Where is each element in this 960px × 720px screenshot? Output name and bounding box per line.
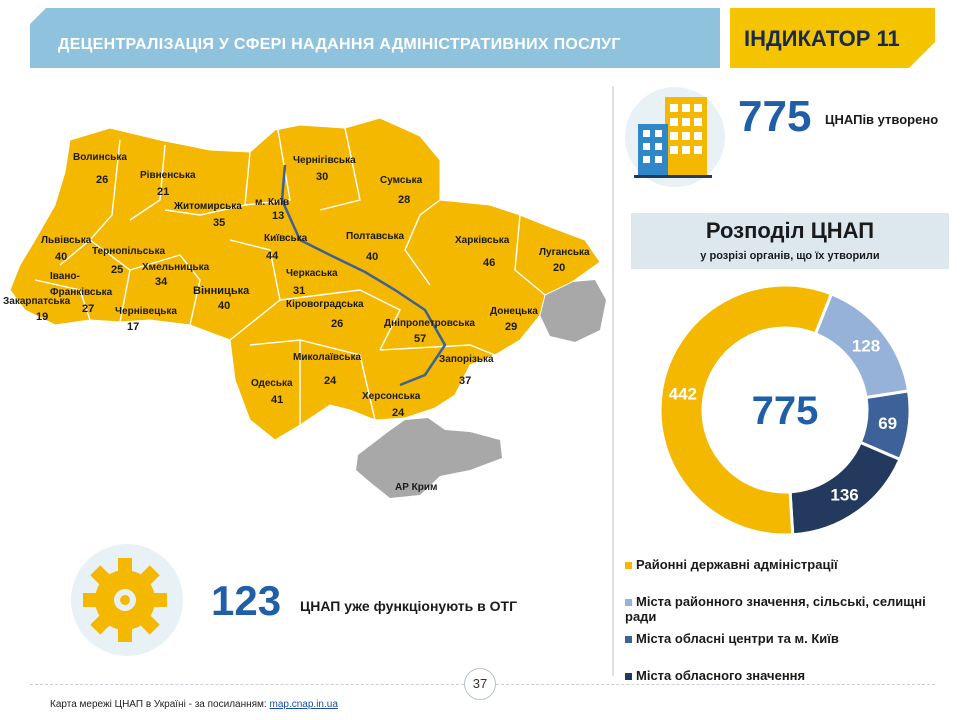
region-khmelnytska-label: Хмельницька xyxy=(142,262,210,273)
region-chernihivska-value: 30 xyxy=(316,171,329,183)
legend-item-district-cities: Міста районного значення, сільські, сели… xyxy=(625,594,955,624)
region-luhanska-label: Луганська xyxy=(539,247,590,258)
region-ternopilska-value: 25 xyxy=(111,264,124,276)
distribution-subtitle: у розрізі органів, що їх утворили xyxy=(700,250,880,262)
total-cnap-count: 775 xyxy=(738,92,812,141)
region-kharkivska-value: 46 xyxy=(483,257,496,269)
region-dnipropetrovska-label: Дніпропетровська xyxy=(384,318,475,329)
region-rivnenska-value: 21 xyxy=(157,186,170,198)
legend-item-regional-cities: Міста обласного значення xyxy=(625,668,955,683)
region-dnipropetrovska-value: 57 xyxy=(414,333,427,345)
region-donetska-value: 29 xyxy=(505,321,518,333)
region-rivnenska-label: Рівненська xyxy=(140,170,196,181)
otg-cnap-caption: ЦНАП уже функціонують в ОТГ xyxy=(300,598,518,614)
region-cherkaska-label: Черкаська xyxy=(286,268,338,279)
region-kirovohradska-label: Кіровоградська xyxy=(286,299,364,310)
region-kyiv-city-value: 13 xyxy=(272,210,285,222)
region-chernihivska-label: Чернігівська xyxy=(293,155,356,166)
region-zaporizka-label: Запорізька xyxy=(439,354,494,365)
legend-label: Міста обласного значення xyxy=(636,668,806,683)
region-odeska-value: 41 xyxy=(271,394,284,406)
banner-fold xyxy=(30,8,46,24)
legend-item-regional-centers: Міста обласні центри та м. Київ xyxy=(625,631,955,646)
dnipro-river xyxy=(280,164,447,387)
donut-chart: 128 69 136 442 775 xyxy=(658,283,912,537)
page-title: ДЕЦЕНТРАЛІЗАЦІЯ У СФЕРІ НАДАННЯ АДМІНІСТ… xyxy=(58,36,621,53)
crimea-shape xyxy=(356,418,502,498)
donut-value-label: 69 xyxy=(878,414,897,433)
page-number: 37 xyxy=(464,668,496,700)
region-khmelnytska-value: 34 xyxy=(155,276,168,288)
ukraine-map xyxy=(9,117,606,498)
legend-label: Міста обласні центри та м. Київ xyxy=(636,631,839,646)
region-kyivska-value: 44 xyxy=(266,250,279,262)
legend-label: Районні державні адміністрації xyxy=(636,557,838,572)
region-volynska-label: Волинська xyxy=(73,152,127,163)
region-lvivska-value: 40 xyxy=(55,251,68,263)
region-ivano-frankivska-value: 27 xyxy=(82,303,95,315)
legend-swatch xyxy=(625,562,632,570)
header-banner xyxy=(30,8,720,68)
region-zhytomyrska-value: 35 xyxy=(213,217,226,229)
legend-swatch xyxy=(625,599,632,607)
region-crimea-label: АР Крим xyxy=(395,482,438,493)
legend-label: Міста районного значення, сільські, сели… xyxy=(625,594,926,624)
occupied-east-shape xyxy=(540,280,606,342)
distribution-title: Розподіл ЦНАП xyxy=(705,218,875,243)
region-odeska-label: Одеська xyxy=(251,378,293,389)
footer-text: Карта мережі ЦНАП в Україні - за посилан… xyxy=(50,699,270,710)
vertical-divider xyxy=(612,86,614,676)
region-poltavska-label: Полтавська xyxy=(346,231,405,242)
footer-note: Карта мережі ЦНАП в Україні - за посилан… xyxy=(50,699,338,710)
distribution-header-box xyxy=(631,213,949,269)
region-vinnytska-label: Вінницька xyxy=(193,285,250,297)
region-mykolaivska-label: Миколаївська xyxy=(293,352,362,363)
region-ternopilska-label: Тернопільська xyxy=(92,246,166,257)
legend-item-rda: Районні державні адміністрації xyxy=(625,557,955,572)
region-kyiv-city-label: м. Київ xyxy=(255,197,290,208)
donut-value-label: 136 xyxy=(830,486,858,505)
region-sumska-label: Сумська xyxy=(380,175,423,186)
region-sumska-value: 28 xyxy=(398,194,411,206)
donut-slice xyxy=(658,283,834,537)
buildings-icon xyxy=(625,87,725,187)
donut-value-label: 128 xyxy=(852,337,880,356)
donut-value-label: 442 xyxy=(669,385,697,404)
region-chernivetska-label: Чернівецька xyxy=(115,306,177,317)
region-zaporizka-value: 37 xyxy=(459,375,472,387)
region-zakarpatska-value: 19 xyxy=(36,311,49,323)
region-donetska-label: Донецька xyxy=(490,306,538,317)
region-cherkaska-value: 31 xyxy=(293,285,306,297)
region-luhanska-value: 20 xyxy=(553,262,566,274)
indicator-label: ІНДИКАТОР 11 xyxy=(744,26,900,51)
region-vinnytska-value: 40 xyxy=(218,300,231,312)
region-khersonska-label: Херсонська xyxy=(362,391,421,402)
otg-cnap-count: 123 xyxy=(211,577,282,624)
gear-icon xyxy=(71,544,183,656)
total-cnap-caption: ЦНАПів утворено xyxy=(825,112,939,127)
donut-center-total: 775 xyxy=(752,389,819,433)
region-mykolaivska-value: 24 xyxy=(324,375,337,387)
indicator-badge xyxy=(730,8,935,68)
region-khersonska-value: 24 xyxy=(392,407,405,419)
region-poltavska-value: 40 xyxy=(366,251,379,263)
region-zhytomyrska-label: Житомирська xyxy=(174,201,242,212)
region-kharkivska-label: Харківська xyxy=(455,235,510,246)
footer-link[interactable]: map.cnap.in.ua xyxy=(269,699,338,710)
legend-swatch xyxy=(625,636,632,644)
region-kirovohradska-value: 26 xyxy=(331,318,344,330)
mainland-shape xyxy=(9,117,601,441)
legend-swatch xyxy=(625,673,632,681)
region-volynska-value: 26 xyxy=(96,174,109,186)
region-lvivska-label: Львівська xyxy=(41,235,92,246)
region-chernivetska-value: 17 xyxy=(127,321,140,333)
region-ivano-frankivska-label: Івано-Франківська xyxy=(50,271,113,298)
region-zakarpatska-label: Закарпатська xyxy=(3,296,71,307)
region-kyivska-label: Київська xyxy=(264,233,308,244)
